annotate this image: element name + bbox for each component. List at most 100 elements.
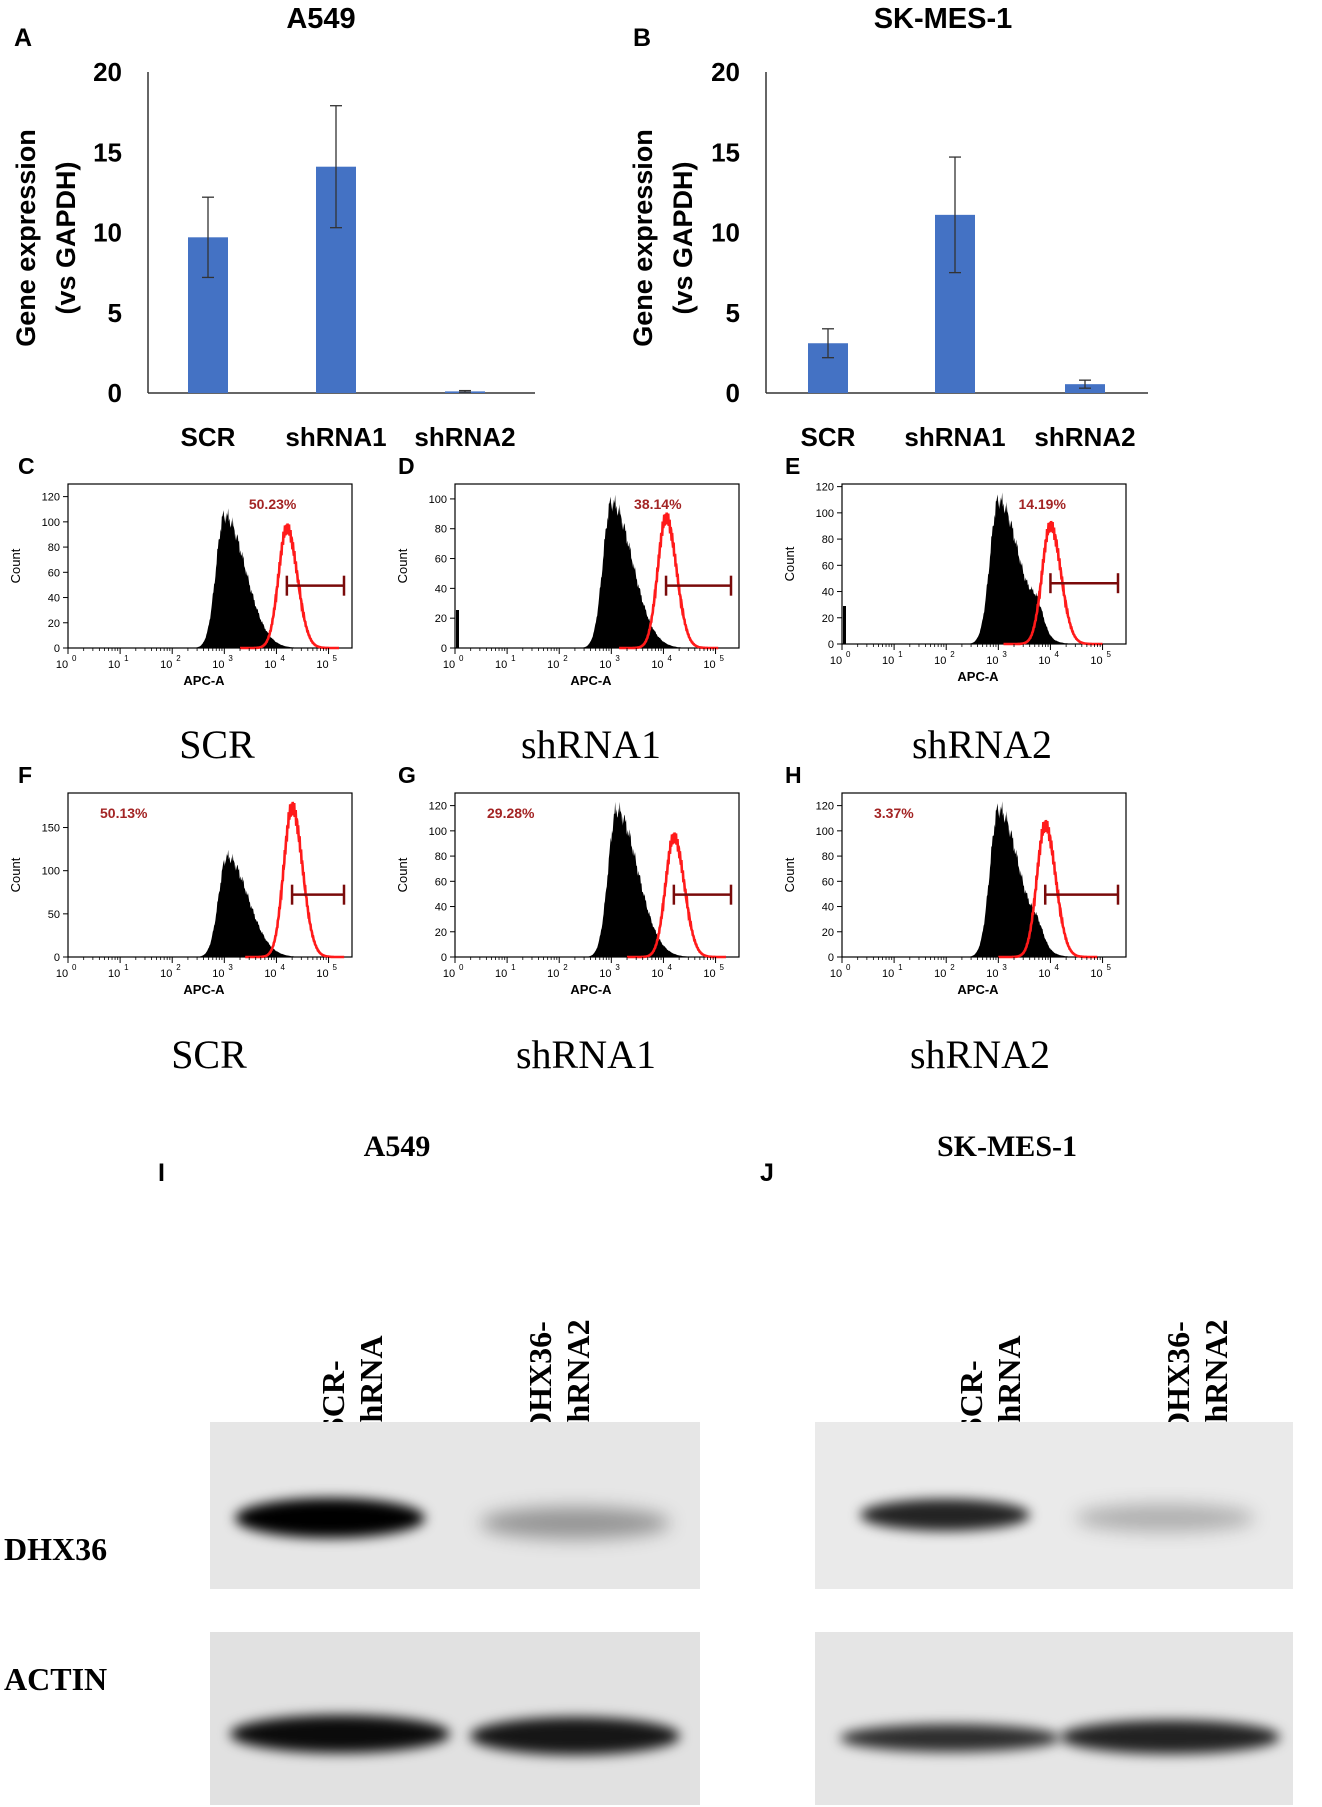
x-tick-label: 10 xyxy=(599,659,611,671)
panel-letter-d: D xyxy=(398,453,415,479)
y-tick-label: 80 xyxy=(435,851,447,863)
x-categories: SCR shRNA1 shRNA2 xyxy=(181,422,516,452)
y-tick-label: 100 xyxy=(429,826,447,838)
x-tick-label: 10 xyxy=(599,968,611,980)
panel-letter-j: J xyxy=(760,1159,774,1187)
histogram-control xyxy=(914,801,1082,957)
x-tick-label: 10 xyxy=(934,655,946,667)
histogram-control xyxy=(527,494,695,648)
flow-row-labels: SCR shRNA1 shRNA2 SCR shRNA1 shRNA2 xyxy=(171,722,1052,1077)
histogram-stained xyxy=(627,832,726,959)
y-axis-label-line1: Gene expression xyxy=(628,129,658,347)
y-axis-label-line1: Gene expression xyxy=(11,129,41,347)
y-axis-label: Count xyxy=(8,548,23,583)
y-tick-label: 50 xyxy=(48,909,60,921)
x-axis-label: APC-A xyxy=(957,982,999,997)
histogram-stained xyxy=(619,512,719,650)
y-tick-label: 40 xyxy=(48,593,60,605)
x-tick-label: 10 xyxy=(1090,968,1102,980)
histogram-stained xyxy=(245,801,345,959)
x-axis-label: APC-A xyxy=(183,673,225,688)
x-tick-label: 10 xyxy=(830,968,842,980)
panel-letter-b: B xyxy=(633,24,651,52)
panel-letter-i: I xyxy=(158,1159,165,1187)
x-tick-exponent: 3 xyxy=(1002,650,1007,659)
x-tick-exponent: 1 xyxy=(898,650,903,659)
y-tick-label: 80 xyxy=(822,851,834,863)
histogram-control xyxy=(140,849,308,957)
lane-label-dhx36-line2: shRNA2 xyxy=(560,1319,596,1435)
band-actin-shrna2-skmes1 xyxy=(1060,1720,1280,1754)
y-axis-label: Count xyxy=(395,548,410,583)
band-actin-scr-a549 xyxy=(230,1715,450,1753)
flow-label-scr: SCR xyxy=(179,722,255,767)
x-tick-exponent: 3 xyxy=(615,654,620,663)
x-tick-label: 10 xyxy=(986,968,998,980)
y-tick-label: 120 xyxy=(816,801,834,813)
x-category-label: shRNA2 xyxy=(1034,422,1135,452)
western-blot: I J A549 SK-MES-1 SCR- shRNA DHX36- shRN… xyxy=(4,1130,1293,1805)
band-dhx36-shrna2-skmes1 xyxy=(1075,1504,1255,1532)
histogram-stained xyxy=(240,523,339,650)
x-tick-exponent: 4 xyxy=(667,963,672,972)
blot-strip-actin-skmes1 xyxy=(815,1632,1293,1805)
x-tick-label: 10 xyxy=(703,659,715,671)
y-axis-label-line2: (vs GAPDH) xyxy=(51,161,81,314)
x-tick-exponent: 5 xyxy=(1107,963,1112,972)
band-dhx36-scr-skmes1 xyxy=(860,1499,1030,1531)
y-tick-label: 120 xyxy=(42,492,60,504)
x-tick-label: 10 xyxy=(1038,968,1050,980)
lane-label-dhx36-line2: shRNA2 xyxy=(1198,1319,1234,1435)
bar-chart-a: A A549 Gene expression (vs GAPDH) 0 5 10 15… xyxy=(11,3,535,452)
x-tick-exponent: 2 xyxy=(563,963,568,972)
y-axis-label: Count xyxy=(395,857,410,892)
x-tick-exponent: 2 xyxy=(176,963,181,972)
y-tick-label: 5 xyxy=(108,298,122,328)
y-tick-label: 60 xyxy=(48,567,60,579)
x-tick-label: 10 xyxy=(56,659,68,671)
x-category-label: SCR xyxy=(801,422,856,452)
x-tick-label: 10 xyxy=(495,659,507,671)
x-category-label: shRNA1 xyxy=(285,422,386,452)
y-tick-label: 20 xyxy=(435,613,447,625)
y-tick-label: 0 xyxy=(726,378,740,408)
x-tick-exponent: 1 xyxy=(898,963,903,972)
histogram-f: F 50.13%050100150100101102103104105APC-A… xyxy=(8,762,353,997)
x-tick-label: 10 xyxy=(108,968,120,980)
histogram-e: E 14.19%02040608010012010010110210310410… xyxy=(782,453,1127,684)
x-tick-label: 10 xyxy=(882,655,894,667)
x-tick-label: 10 xyxy=(316,659,328,671)
gate-percent: 50.13% xyxy=(100,805,148,821)
y-tick-label: 15 xyxy=(93,137,122,167)
histogram-stained xyxy=(1003,520,1103,646)
x-category-label: shRNA1 xyxy=(904,422,1005,452)
histogram-control xyxy=(527,801,695,957)
y-tick-label: 20 xyxy=(435,927,447,939)
blot-title-a549: A549 xyxy=(364,1130,431,1163)
histogram-d: D 38.14%020406080100100101102103104105AP… xyxy=(395,453,740,688)
histogram-h: H 3.37%020406080100120100101102103104105… xyxy=(782,762,1127,997)
x-axis-label: APC-A xyxy=(183,982,225,997)
panel-letter-f: F xyxy=(18,762,32,788)
y-tick-label: 10 xyxy=(93,218,122,248)
x-tick-exponent: 0 xyxy=(459,654,464,663)
gate-percent: 50.23% xyxy=(249,496,297,512)
x-tick-exponent: 0 xyxy=(72,654,77,663)
x-tick-exponent: 0 xyxy=(846,963,851,972)
histogram-edge-spike xyxy=(456,610,459,648)
x-tick-exponent: 1 xyxy=(124,654,129,663)
x-tick-exponent: 1 xyxy=(124,963,129,972)
x-tick-exponent: 0 xyxy=(72,963,77,972)
y-tick-label: 40 xyxy=(435,902,447,914)
y-tick-label: 80 xyxy=(822,534,834,546)
panel-letter-e: E xyxy=(785,453,800,479)
y-tick-label: 100 xyxy=(42,517,60,529)
x-tick-label: 10 xyxy=(160,968,172,980)
x-tick-exponent: 3 xyxy=(1002,963,1007,972)
flow-label-shrna1: shRNA1 xyxy=(516,1032,656,1077)
bar-chart-b: B SK-MES-1 Gene expression (vs GAPDH) 0 5… xyxy=(628,3,1148,452)
y-axis-label: Count xyxy=(782,857,797,892)
band-dhx36-scr-a549 xyxy=(235,1498,425,1538)
y-tick-label: 20 xyxy=(93,57,122,87)
